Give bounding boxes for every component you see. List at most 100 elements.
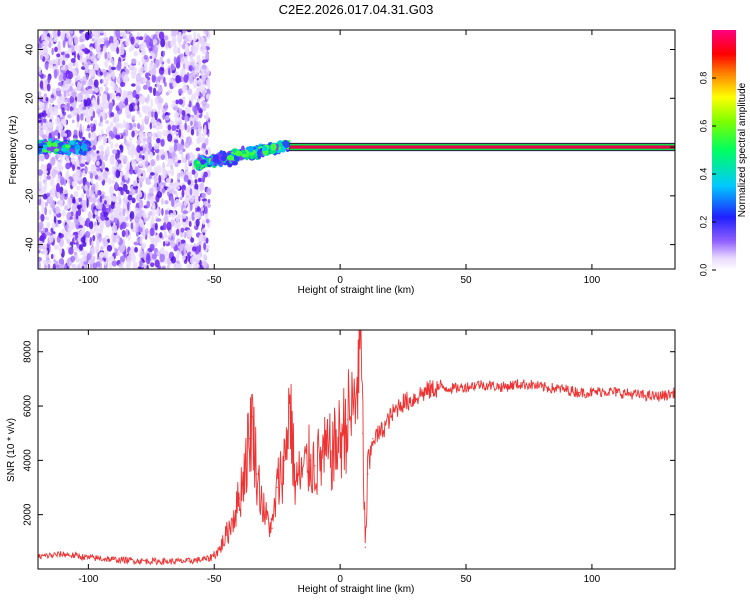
spectrogram-noise-cell [101,94,106,103]
spectrogram-noise-cell [115,30,121,38]
spectrogram-noise-cell [79,123,82,133]
spectrogram-noise-cell [76,93,82,103]
spectrogram-noise-cell [203,30,208,35]
spectrogram-noise-cell [55,205,60,215]
colorbar-label: Normalized spectral amplitude [737,82,748,217]
spectrogram-noise-cell [158,31,165,41]
spectrogram-noise-cell [103,240,109,247]
spectrogram-noise-cell [188,34,192,44]
snr-point [289,397,291,399]
spectrogram-noise-cell [38,212,42,218]
spectrogram-noise-cell [144,160,149,168]
spectrogram-noise-cell [161,149,165,153]
spectrogram-noise-cell [194,196,199,200]
spectrogram-noise-cell [201,43,204,48]
spectrogram-noise-cell [110,192,114,202]
spectrogram-noise-cell [186,152,191,161]
spectrogram-noise-cell [180,239,186,244]
spectrogram-noise-cell [99,222,104,227]
spectrogram-noise-cell [86,73,89,80]
spectrogram-noise-cell [161,187,166,194]
spectrogram-noise-cell [200,206,204,212]
spectrogram-noise-cell [70,67,76,72]
spectrogram-noise-cell [115,95,121,100]
spectrogram-noise-cell [56,219,62,224]
spectrogram-noise-cell [123,61,129,67]
spectrogram-noise-cell [128,94,131,102]
spectrogram-noise-cell [41,232,47,240]
spectrogram-noise-cell [175,56,181,65]
spectrogram-noise-cell [201,228,207,233]
snr-point [208,558,210,560]
spectrogram-noise-cell [163,76,166,84]
snr-point [62,553,64,555]
spectrogram-noise-cell [199,85,203,93]
snr-point [603,390,606,392]
spectrogram-signal-cell [42,144,49,150]
spectrogram-noise-cell [104,51,108,60]
spectrogram-noise-cell [152,87,157,97]
spectrogram-noise-cell [134,207,140,215]
spectrogram-marks [38,30,675,269]
spectrogram-noise-cell [196,130,199,137]
spectrogram-signal-cell [195,165,200,171]
spectrogram-noise-cell [89,228,95,235]
spectrogram-noise-cell [188,171,193,181]
spectrogram-noise-cell [198,195,201,202]
snr-point [188,560,190,562]
spectrogram-noise-cell [110,112,115,118]
spectrogram-noise-cell [141,242,147,249]
spectrogram-noise-cell [38,119,43,123]
spectrogram-noise-cell [54,46,58,53]
spectrogram-noise-cell [171,124,177,132]
spectrogram-noise-cell [45,54,50,60]
spectrogram-noise-cell [181,96,186,101]
spectrogram-noise-cell [138,113,142,118]
spectrogram-noise-cell [42,244,48,248]
spectrogram-noise-cell [119,123,124,129]
snr-point [339,438,341,440]
spectrogram-noise-cell [127,201,130,211]
spectrogram-noise-cell [137,169,141,179]
spectrogram-noise-cell [66,257,72,267]
spectrogram-noise-cell [64,133,68,138]
snr-point [314,465,316,467]
snr-point [629,393,631,395]
spectrogram-noise-cell [110,213,115,222]
spectrogram-noise-cell [135,152,140,162]
spectrogram-noise-cell [198,108,203,114]
spectrogram-noise-cell [41,34,45,39]
spectrogram-noise-cell [110,202,115,210]
spectrogram-noise-cell [176,250,180,259]
spectrogram-noise-cell [115,196,120,201]
spectrogram-noise-cell [171,30,177,37]
spectrogram-noise-cell [205,149,208,155]
spectrogram-noise-cell [130,70,137,76]
spectrogram-noise-cell [198,57,202,67]
spectrogram-noise-cell [99,102,105,111]
spectrogram-noise-cell [44,36,50,43]
spectrogram-noise-cell [38,90,42,99]
spectrogram-noise-cell [205,237,209,244]
spectrogram-noise-cell [60,34,65,39]
spectrogram-noise-cell [80,251,85,256]
spectrogram-noise-cell [57,30,61,37]
spectrogram-noise-cell [65,162,71,170]
spectrogram-noise-cell [136,145,141,154]
spectrogram-noise-cell [173,131,179,135]
spectrogram-noise-cell [80,193,85,200]
spectrogram-noise-cell [115,116,119,123]
spectrogram-noise-cell [82,253,87,262]
snr-point [379,432,382,434]
spectrogram-noise-cell [164,102,168,111]
colorbar-tick-label: 0.0 [698,264,708,277]
spectrogram-noise-cell [62,118,67,127]
spectrogram-noise-cell [62,86,67,92]
spectrogram-noise-cell [56,177,61,185]
spectrogram-signal-cell [51,142,58,147]
spectrogram-noise-cell [181,84,188,93]
spectrogram-noise-cell [175,228,180,236]
y-tick-label: 6000 [23,394,34,417]
spectrogram-noise-cell [94,223,99,233]
spectrogram-noise-cell [168,145,174,154]
